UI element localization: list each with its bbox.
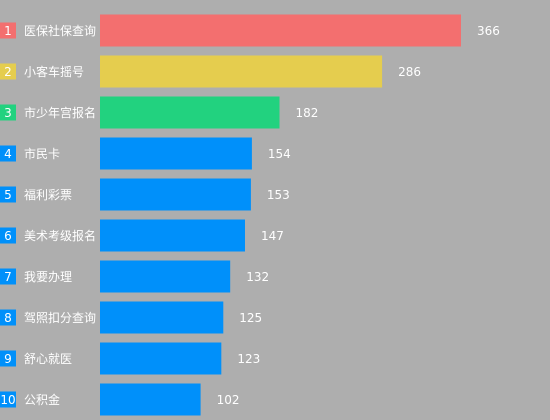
bar: [100, 219, 245, 252]
category-label: 福利彩票: [24, 187, 72, 202]
category-label: 市少年宫报名: [24, 105, 96, 120]
category-label: 小客车摇号: [24, 64, 84, 79]
value-label: 154: [268, 147, 291, 161]
rank-badge: [0, 350, 16, 367]
category-label: 驾照扣分查询: [24, 311, 96, 325]
rank-badge: [0, 268, 16, 285]
rank-badge: [0, 104, 16, 121]
bar: [100, 137, 252, 170]
rank-number: 4: [4, 147, 12, 161]
rank-number: 1: [4, 24, 12, 38]
rank-number: 2: [4, 65, 12, 79]
rank-badge: [0, 227, 16, 244]
rank-number: 3: [4, 106, 12, 120]
category-label: 舒心就医: [24, 352, 72, 366]
value-label: 132: [246, 270, 269, 284]
value-label: 366: [477, 24, 500, 38]
bar: [100, 55, 383, 88]
rank-number: 7: [4, 270, 12, 284]
value-label: 286: [398, 65, 421, 79]
bar: [100, 260, 231, 293]
rank-badge: [0, 22, 16, 39]
rank-number: 8: [4, 311, 12, 325]
category-label: 我要办理: [24, 269, 72, 284]
rank-number: 9: [4, 352, 12, 366]
value-label: 102: [217, 393, 240, 407]
category-label: 美术考级报名: [24, 228, 96, 243]
value-label: 153: [267, 188, 290, 202]
bar: [100, 14, 461, 47]
rank-number: 5: [4, 188, 12, 202]
bar: [100, 383, 201, 416]
category-label: 市民卡: [24, 146, 60, 161]
rank-badge: [0, 186, 16, 203]
category-label: 医保社保查询: [24, 23, 96, 38]
bar: [100, 342, 222, 375]
value-label: 125: [239, 311, 262, 325]
bar: [100, 178, 251, 211]
rank-number: 6: [4, 229, 12, 243]
rank-number: 10: [0, 393, 15, 407]
value-label: 147: [261, 229, 284, 243]
category-label: 公积金: [24, 392, 60, 407]
rank-badge: [0, 391, 16, 408]
bar: [100, 96, 280, 129]
value-label: 182: [296, 106, 319, 120]
rank-badge: [0, 145, 16, 162]
rank-badge: [0, 309, 16, 326]
rank-badge: [0, 63, 16, 80]
bar: [100, 301, 224, 334]
value-label: 123: [237, 352, 260, 366]
